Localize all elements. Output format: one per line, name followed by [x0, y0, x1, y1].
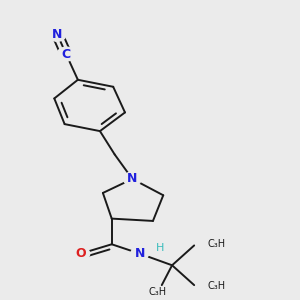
Circle shape — [131, 247, 148, 261]
Text: C₃H: C₃H — [207, 280, 226, 291]
Text: N: N — [134, 247, 145, 260]
Circle shape — [48, 27, 66, 41]
Circle shape — [72, 247, 90, 261]
Text: H: H — [156, 243, 164, 253]
Text: O: O — [76, 247, 86, 260]
Text: N: N — [52, 28, 62, 41]
Circle shape — [57, 47, 75, 61]
Text: C: C — [61, 48, 70, 61]
Circle shape — [124, 172, 141, 186]
Text: N: N — [127, 172, 137, 185]
Text: C₃H: C₃H — [148, 286, 167, 297]
Text: C₃H: C₃H — [207, 239, 226, 249]
